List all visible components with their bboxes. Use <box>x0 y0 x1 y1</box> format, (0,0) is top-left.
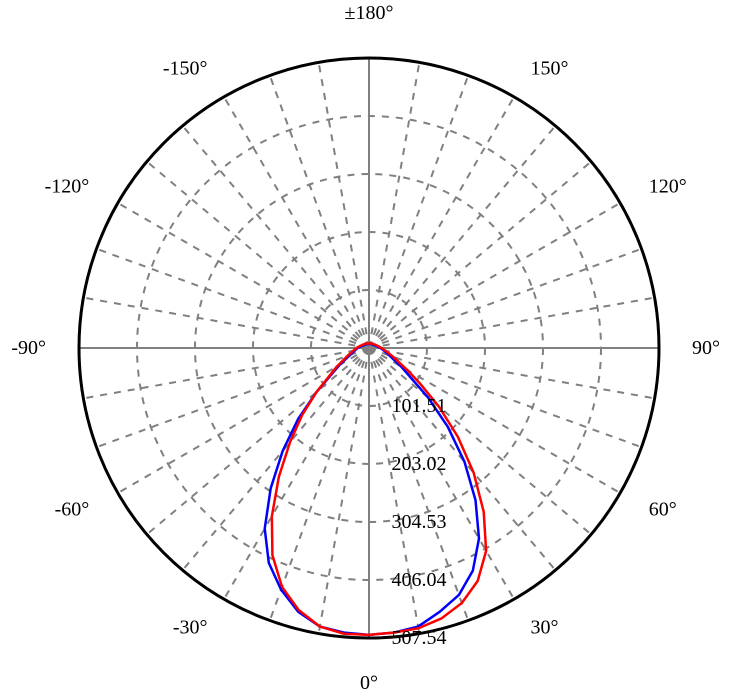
radial-tick-label: 507.54 <box>392 627 447 649</box>
angle-label: 60° <box>649 499 677 521</box>
angle-label: -30° <box>173 617 208 639</box>
angle-label: 90° <box>692 337 720 359</box>
radial-tick-label: 203.02 <box>392 453 447 475</box>
angle-label: -60° <box>55 499 90 521</box>
angle-label: 0° <box>360 672 378 694</box>
angle-label: -90° <box>11 337 46 359</box>
angle-label: -150° <box>163 57 208 79</box>
angle-label: 150° <box>531 57 569 79</box>
angle-label: 120° <box>649 176 687 198</box>
radial-tick-label: 304.53 <box>392 511 447 533</box>
radial-tick-label: 101.51 <box>392 395 447 417</box>
polar-chart: 101.51 203.02 304.53 406.04 507.54 ±180° -150°… <box>0 0 738 696</box>
angle-label: 30° <box>531 617 559 639</box>
angle-label: ±180° <box>345 2 394 24</box>
radial-tick-label: 406.04 <box>392 569 447 591</box>
angle-label: -120° <box>45 176 90 198</box>
